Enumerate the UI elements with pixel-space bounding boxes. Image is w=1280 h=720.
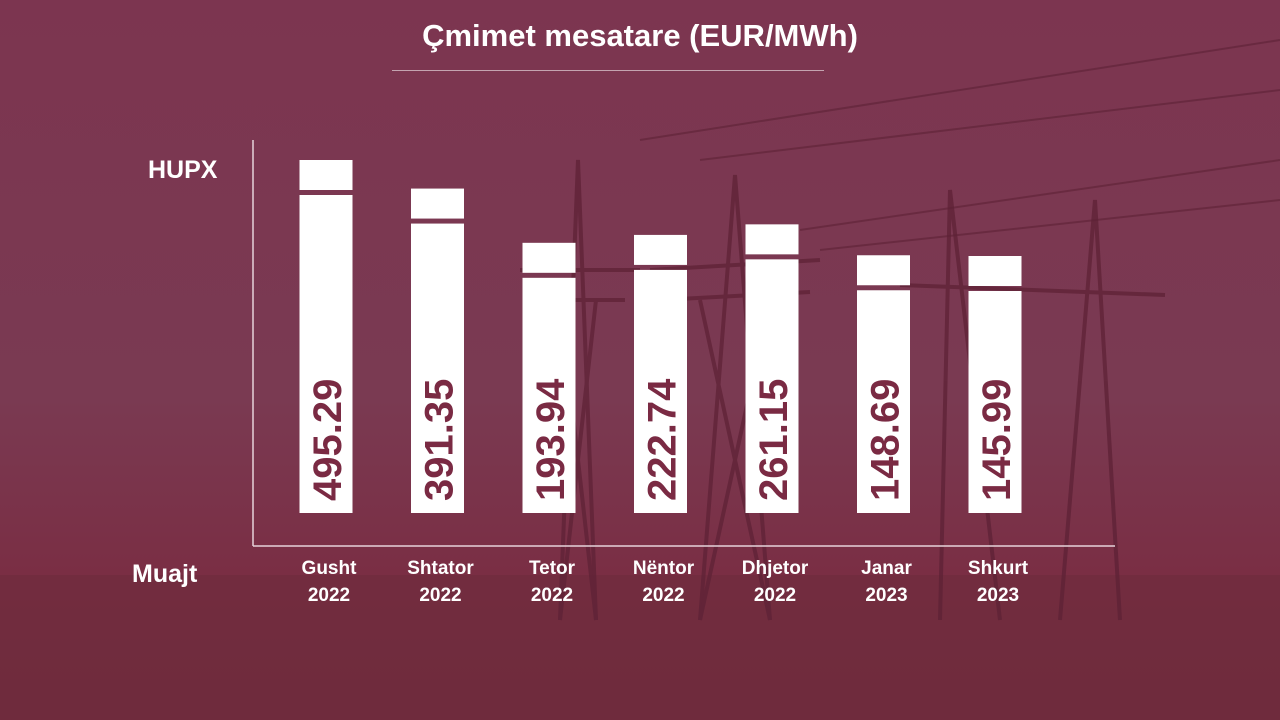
chart-title: Çmimet mesatare (EUR/MWh) <box>422 18 858 53</box>
x-axis-title: Muajt <box>132 560 198 588</box>
bar-cap <box>857 255 910 286</box>
bar-value-label: 222.74 <box>641 378 685 501</box>
x-tick-label-month: Dhjetor <box>742 558 809 579</box>
bar-value-label: 391.35 <box>418 379 462 501</box>
x-tick-label-month: Shtator <box>407 558 474 579</box>
x-tick-label-month: Shkurt <box>968 558 1029 579</box>
bar-cap <box>299 160 353 190</box>
title-underline <box>392 70 824 71</box>
bar-cap <box>968 256 1022 286</box>
x-tick-label-year: 2023 <box>865 585 907 606</box>
bar-cap <box>745 224 799 255</box>
x-tick-label-year: 2022 <box>754 585 796 606</box>
x-tick-label-year: 2022 <box>419 585 461 606</box>
bar-cap <box>411 188 464 219</box>
bar <box>522 277 576 513</box>
x-tick-label-month: Tetor <box>529 558 576 579</box>
x-tick-label-month: Janar <box>861 558 912 579</box>
bar <box>857 290 910 513</box>
bar-value-label: 193.94 <box>529 378 573 501</box>
x-tick-label-year: 2022 <box>531 585 573 606</box>
x-tick-label-year: 2022 <box>308 585 350 606</box>
bar-value-label: 148.69 <box>864 379 908 501</box>
series-label: HUPX <box>148 156 218 184</box>
bar <box>968 291 1022 513</box>
x-tick-label-month: Nëntor <box>633 558 695 579</box>
bar-cap <box>522 242 576 273</box>
x-tick-label-month: Gusht <box>302 558 358 579</box>
bar <box>745 259 799 513</box>
bar-cap <box>634 234 687 265</box>
bar-value-label: 145.99 <box>975 379 1019 501</box>
bar-value-label: 261.15 <box>752 379 796 501</box>
x-tick-label-year: 2023 <box>977 585 1019 606</box>
bar-value-label: 495.29 <box>306 379 350 501</box>
bar <box>411 223 464 513</box>
bar <box>634 269 687 513</box>
x-tick-label-year: 2022 <box>642 585 684 606</box>
bar <box>299 195 353 513</box>
